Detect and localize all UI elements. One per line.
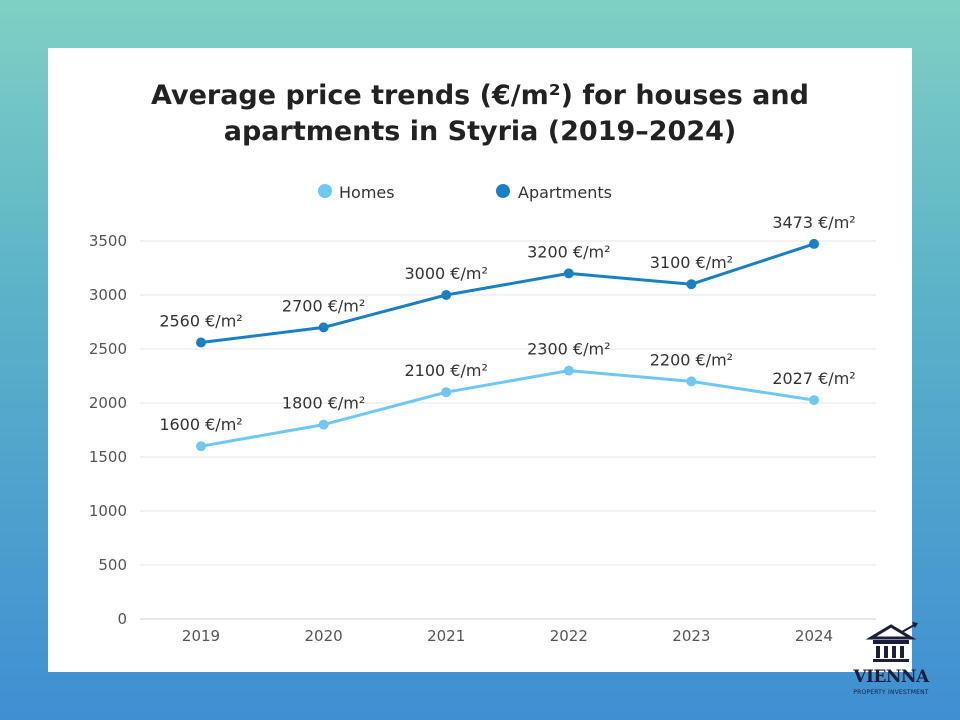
legend-marker-homes <box>318 184 332 198</box>
x-tick-label-2022: 2022 <box>550 627 588 645</box>
data-point-apartments-2020 <box>318 322 329 333</box>
logo-tagline: PROPERTY INVESTMENT <box>853 689 929 696</box>
data-label-homes-2024: 2027 €/m² <box>772 369 855 388</box>
data-point-homes-2022 <box>563 365 574 376</box>
legend: Homes Apartments <box>318 183 612 202</box>
data-point-homes-2024 <box>809 395 819 406</box>
y-tick-label-2000: 2000 <box>89 394 127 412</box>
y-tick-label-3500: 3500 <box>89 232 127 250</box>
chart-title-line-2: apartments in Styria (2019–2024) <box>223 116 737 147</box>
y-tick-label-500: 500 <box>98 556 127 574</box>
data-point-apartments-2021 <box>441 290 452 300</box>
data-label-homes-2021: 2100 €/m² <box>405 361 488 380</box>
data-label-apartments-2021: 3000 €/m² <box>405 264 488 283</box>
x-tick-label-2021: 2021 <box>427 627 465 645</box>
series-group: 1600 €/m² 1800 €/m² 2100 €/m² 2300 €/m² 2200… <box>159 213 856 452</box>
legend-marker-apartments <box>496 184 510 198</box>
data-label-homes-2020: 1800 €/m² <box>282 394 365 413</box>
data-label-homes-2019: 1600 €/m² <box>159 415 242 434</box>
y-tick-label-3000: 3000 <box>89 286 127 304</box>
y-tick-label-1500: 1500 <box>89 448 127 466</box>
chart-title: Average price trends (€/m²) for houses a… <box>0 78 960 150</box>
legend-label-homes: Homes <box>339 183 395 202</box>
data-point-homes-2021 <box>441 387 452 398</box>
data-label-apartments-2023: 3100 €/m² <box>650 253 733 272</box>
y-axis: 0 500 1000 1500 2000 2500 3000 3500 <box>89 232 127 628</box>
data-label-homes-2022: 2300 €/m² <box>527 340 610 359</box>
data-point-apartments-2023 <box>686 279 697 290</box>
building-logo-icon <box>865 622 918 662</box>
x-axis: 2019 2020 2021 2022 2023 2024 <box>182 627 833 645</box>
x-tick-label-2023: 2023 <box>672 627 710 645</box>
data-point-apartments-2022 <box>563 268 574 279</box>
x-tick-label-2024: 2024 <box>795 627 833 645</box>
data-label-apartments-2022: 3200 €/m² <box>527 242 610 261</box>
x-tick-label-2020: 2020 <box>305 627 343 645</box>
data-label-apartments-2024: 3473 €/m² <box>772 213 855 232</box>
data-point-homes-2023 <box>686 376 697 387</box>
y-tick-label-0: 0 <box>117 610 127 628</box>
y-tick-label-2500: 2500 <box>89 340 127 358</box>
data-point-homes-2019 <box>196 441 206 452</box>
grid-lines <box>140 240 876 620</box>
data-point-apartments-2019 <box>196 337 206 348</box>
data-point-homes-2020 <box>318 419 329 430</box>
x-tick-label-2019: 2019 <box>182 627 220 645</box>
logo-name: VIENNA <box>853 667 929 687</box>
chart-card <box>48 48 912 672</box>
data-label-apartments-2020: 2700 €/m² <box>282 296 365 315</box>
series-line-apartments <box>199 242 816 345</box>
legend-label-apartments: Apartments <box>518 183 612 202</box>
y-tick-label-1000: 1000 <box>89 502 127 520</box>
chart-title-line-1: Average price trends (€/m²) for houses a… <box>151 80 809 111</box>
data-label-homes-2023: 2200 €/m² <box>650 350 733 369</box>
data-point-apartments-2024 <box>809 238 819 249</box>
data-label-apartments-2019: 2560 €/m² <box>159 312 242 331</box>
series-line-homes <box>199 369 816 448</box>
